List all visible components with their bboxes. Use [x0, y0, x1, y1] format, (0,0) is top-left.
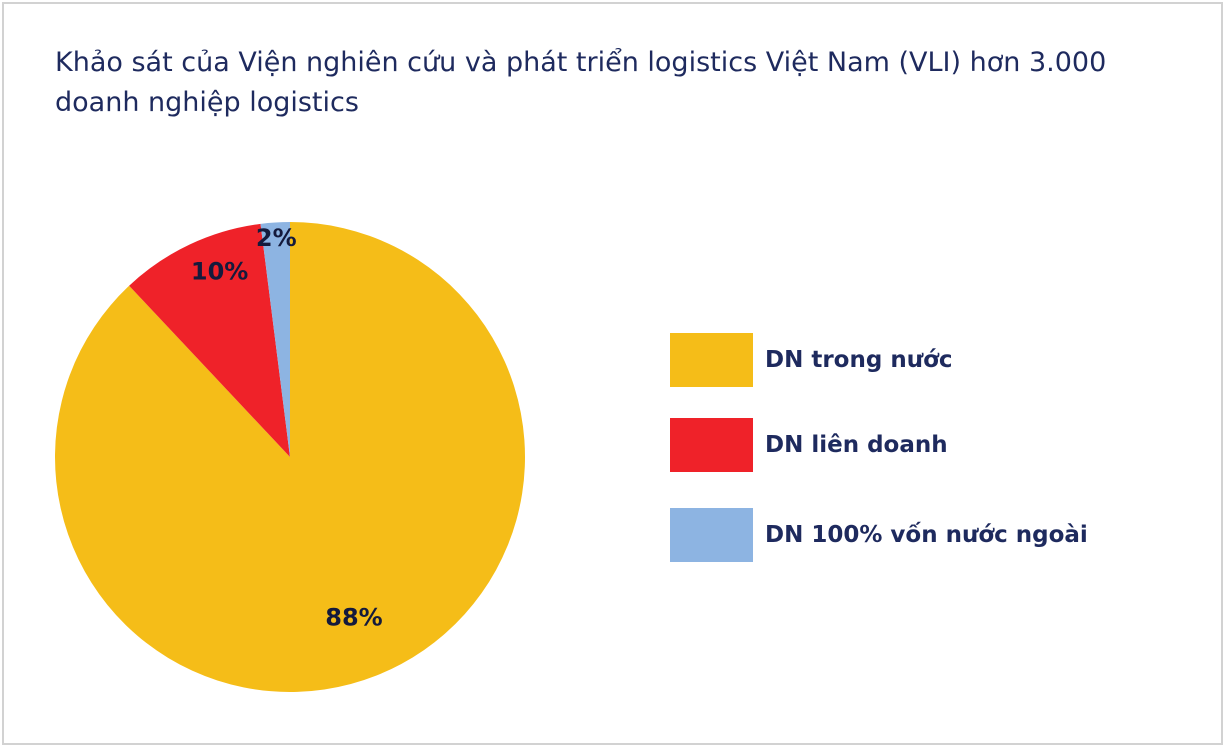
legend-label-joint-venture: DN liên doanh	[765, 432, 948, 458]
pie-slice-foreign	[260, 222, 290, 457]
slice-label-joint-venture: 10%	[191, 258, 248, 286]
legend-label-foreign: DN 100% vốn nước ngoài	[765, 522, 1088, 548]
legend-item-foreign: DN 100% vốn nước ngoài	[670, 508, 1130, 562]
legend-label-domestic: DN trong nước	[765, 347, 953, 373]
slice-label-foreign: 2%	[256, 224, 297, 252]
legend-swatch-foreign	[670, 508, 753, 562]
pie-slice-joint-venture	[129, 223, 290, 457]
legend-swatch-domestic	[670, 333, 753, 387]
legend-item-joint-venture: DN liên doanh	[670, 418, 1130, 472]
slice-label-domestic: 88%	[325, 604, 382, 632]
legend-item-domestic: DN trong nước	[670, 333, 1130, 387]
legend-swatch-joint-venture	[670, 418, 753, 472]
chart-title: Khảo sát của Viện nghiên cứu và phát tri…	[55, 47, 1107, 118]
